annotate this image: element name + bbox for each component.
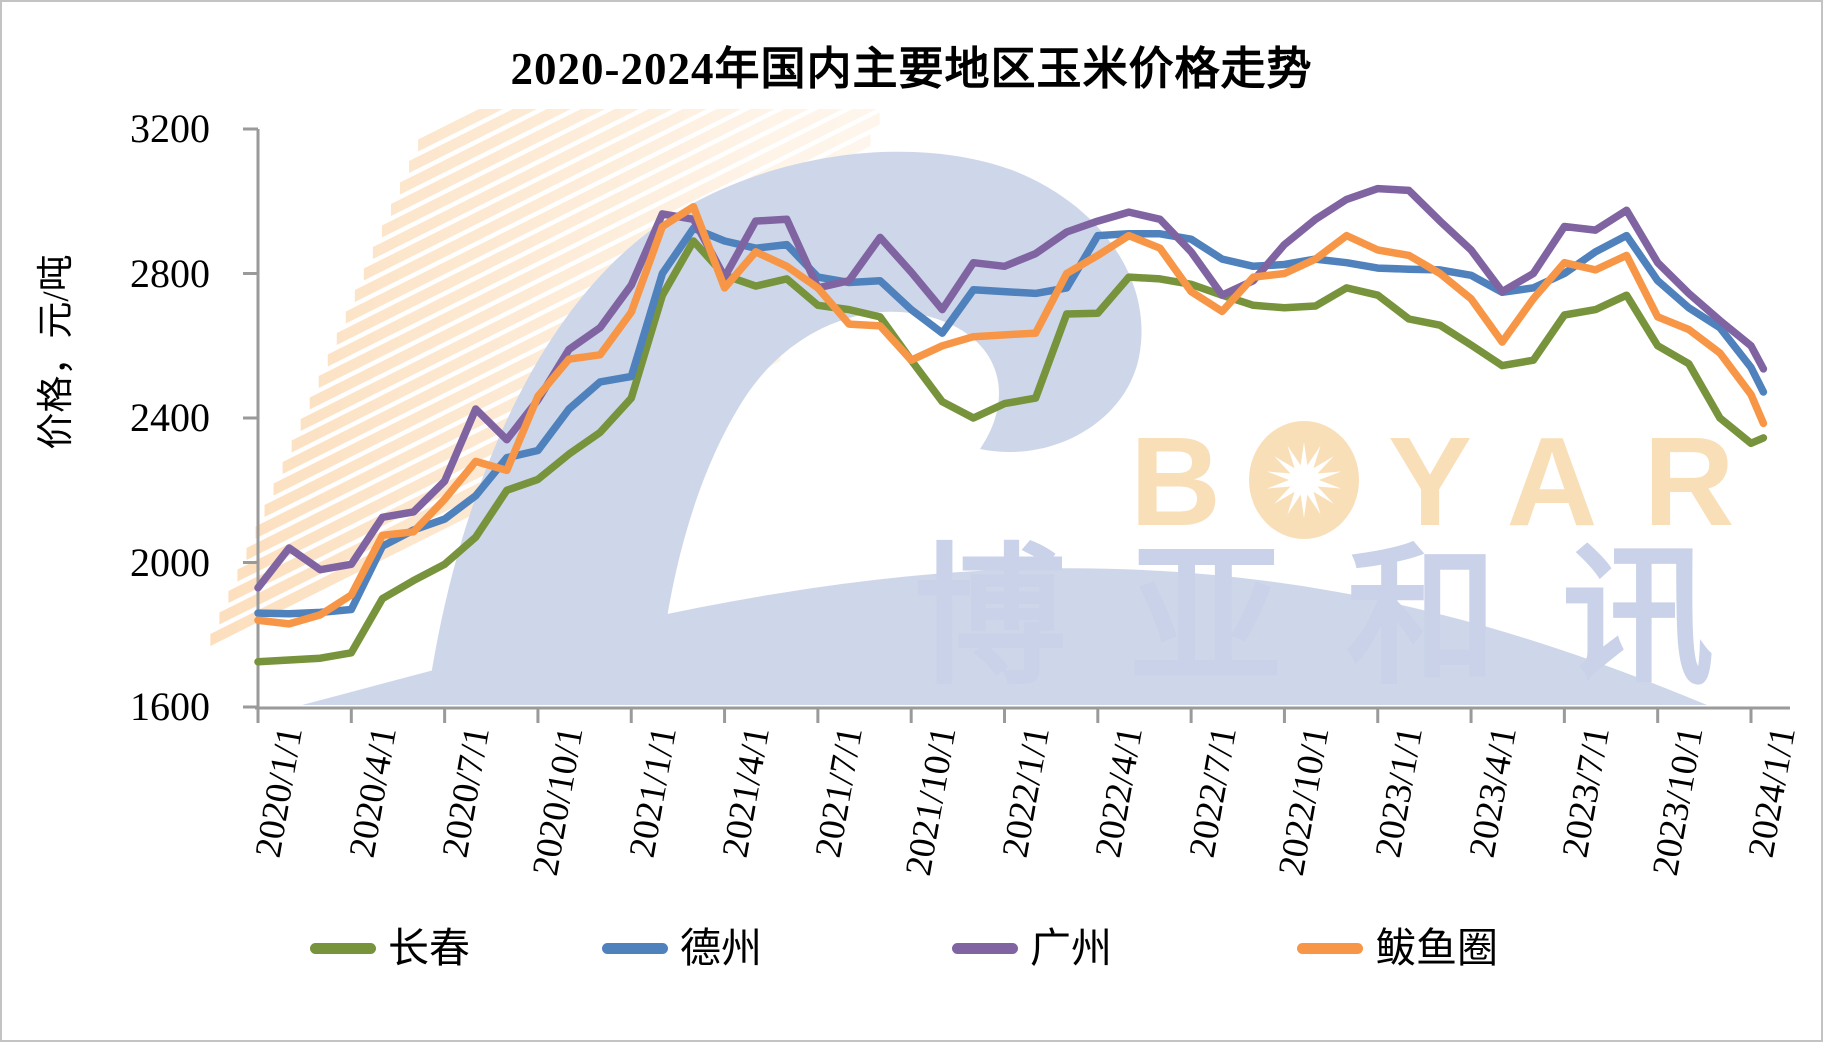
legend-label-changchun: 长春 [388, 925, 470, 971]
legend-swatch-guangzhou [952, 942, 1018, 954]
series-line-changchun [254, 237, 1768, 666]
legend-item-guangzhou: 广州 [952, 920, 1112, 976]
legend-swatch-changchun [310, 942, 376, 954]
y-tick-label: 3200 [130, 106, 210, 151]
series-line-bayuquan [254, 202, 1768, 628]
watermark-brand-text-b: B [1130, 411, 1221, 552]
y-tick-label: 2000 [130, 539, 210, 585]
series-line-guangzhou [254, 184, 1768, 592]
y-tick-label: 2400 [130, 395, 210, 440]
legend-label-dezhou: 德州 [680, 925, 762, 971]
legend-label-guangzhou: 广州 [1030, 925, 1112, 971]
legend-swatch-dezhou [602, 942, 668, 954]
y-tick-label: 2800 [130, 250, 210, 296]
watermark-brand-text-yar: YAR [1388, 411, 1781, 552]
watermark-sun-star-icon [1249, 421, 1359, 539]
legend-item-dezhou: 德州 [602, 920, 762, 976]
chart-title: 2020-2024年国内主要地区玉米价格走势 [510, 44, 1313, 94]
watermark-swoosh-logo [302, 151, 1707, 705]
legend-item-changchun: 长春 [310, 920, 470, 976]
legend-item-bayuquan: 鲅鱼圈 [1297, 920, 1498, 976]
legend-swatch-bayuquan [1297, 942, 1363, 954]
chart-series-lines [254, 184, 1768, 666]
legend-label-bayuquan: 鲅鱼圈 [1375, 925, 1498, 971]
watermark-brand-cn-text: 博亚和讯 [914, 533, 1778, 703]
y-tick-label: 1600 [130, 684, 210, 729]
